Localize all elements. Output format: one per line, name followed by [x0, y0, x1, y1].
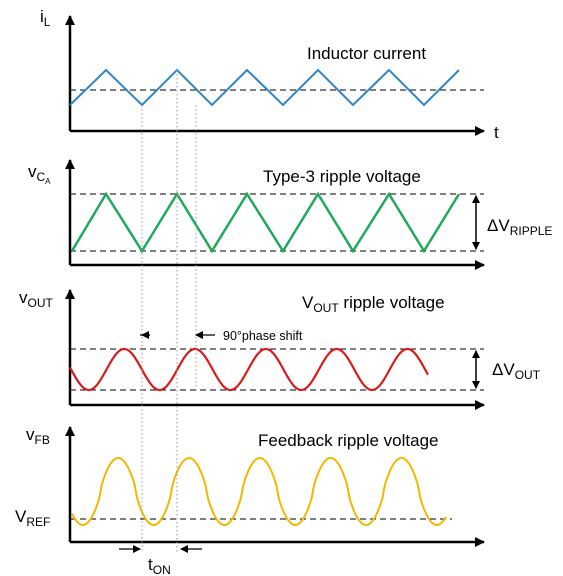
type3-ripple-title: Type-3 ripple voltage	[263, 167, 421, 186]
feedback-ripple-title: Feedback ripple voltage	[258, 431, 439, 450]
timing-guide-lines	[141, 70, 197, 552]
inductor-current-panel: t iL Inductor current	[40, 7, 499, 142]
inductor-axis-label: iL	[40, 7, 51, 29]
feedback-ripple-panel: vFB Feedback ripple voltage VREF tON	[15, 425, 485, 576]
inductor-current-title: Inductor current	[307, 44, 426, 63]
vout-ripple-panel: vOUT VOUT ripple voltage 90°phase shift …	[19, 288, 541, 410]
inductor-current-waveform	[69, 68, 460, 107]
vout-delta-label: ΔVOUT	[492, 360, 541, 382]
ripple-delta-label: ΔVRIPPLE	[487, 216, 552, 238]
feedback-ripple-waveform	[71, 456, 447, 527]
ton-label: tON	[148, 555, 171, 576]
time-axis-label: t	[494, 123, 499, 142]
vout-ripple-waveform	[69, 347, 429, 392]
vout-axis-label: vOUT	[19, 288, 54, 310]
vout-ripple-title: VOUT ripple voltage	[302, 293, 445, 315]
type3-ripple-waveform	[70, 191, 461, 254]
type3-axis-label: vCA	[28, 162, 51, 186]
vref-label: VREF	[15, 507, 50, 529]
feedback-axis-label: vFB	[26, 425, 50, 447]
phase-shift-label: 90°phase shift	[223, 329, 303, 343]
type3-ripple-panel: vCA Type-3 ripple voltage ΔVRIPPLE	[28, 159, 552, 270]
